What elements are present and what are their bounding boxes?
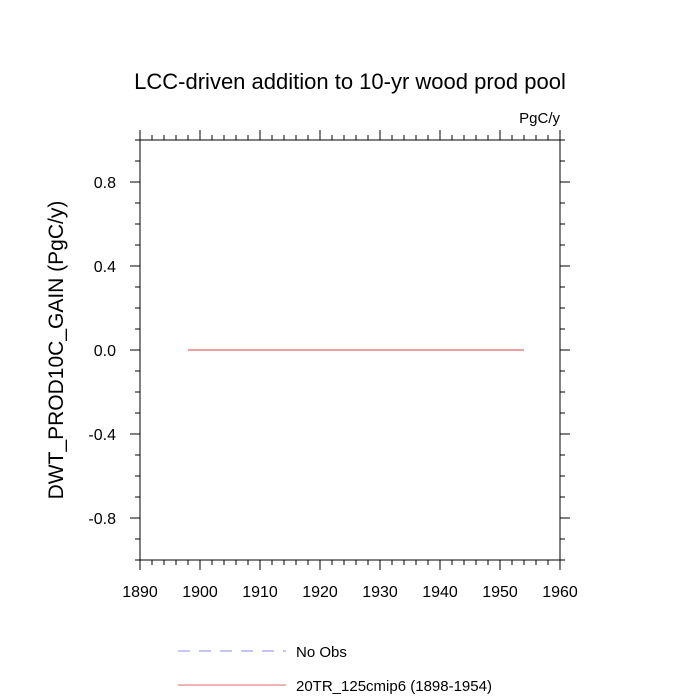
x-tick-label: 1940 (422, 584, 458, 601)
x-tick-label: 1920 (302, 584, 338, 601)
y-axis-label: DWT_PROD10C_GAIN (PgC/y) (45, 201, 68, 500)
y-tick-label: -0.8 (88, 511, 116, 528)
y-tick-label: 0.4 (94, 259, 116, 276)
x-tick-label: 1960 (542, 584, 578, 601)
y-tick-label: 0.0 (94, 343, 116, 360)
y-tick-label: 0.8 (94, 175, 116, 192)
x-tick-label: 1910 (242, 584, 278, 601)
x-tick-label: 1950 (482, 584, 518, 601)
legend-label: 20TR_125cmip6 (1898-1954) (296, 678, 492, 695)
x-tick-label: 1900 (182, 584, 218, 601)
legend-label: No Obs (296, 644, 347, 661)
x-tick-label: 1930 (362, 584, 398, 601)
units-label: PgC/y (519, 110, 560, 127)
legend: No Obs 20TR_125cmip6 (1898-1954) (178, 644, 492, 695)
chart-title: LCC-driven addition to 10-yr wood prod p… (134, 69, 566, 94)
axis-ticks: 1890 1900 1910 1920 1930 1940 1950 1960 -0.8 -0.4… (88, 130, 578, 601)
x-tick-label: 1890 (122, 584, 158, 601)
y-tick-label: -0.4 (88, 427, 116, 444)
